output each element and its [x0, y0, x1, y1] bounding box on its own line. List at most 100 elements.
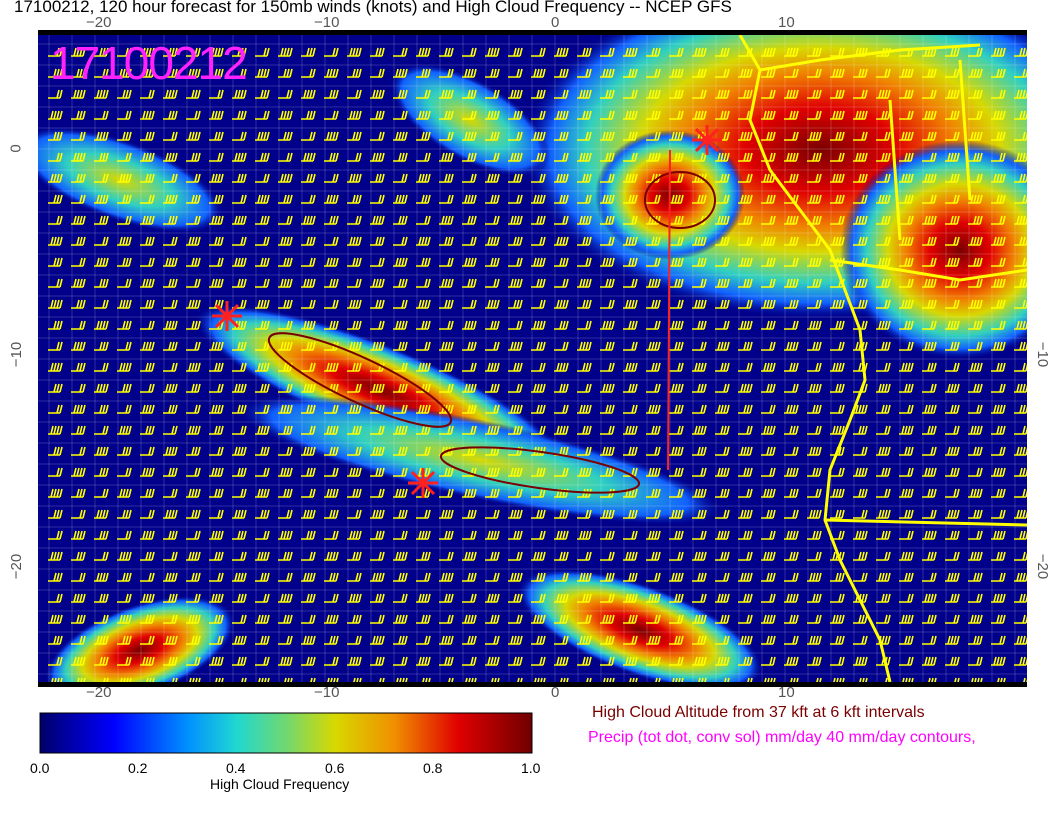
wind-barb	[945, 173, 960, 183]
wind-barb	[393, 47, 408, 57]
wind-barb	[945, 635, 960, 645]
wind-barb	[462, 404, 477, 414]
wind-barb	[324, 215, 339, 225]
wind-barb	[347, 341, 362, 351]
wind-barb	[186, 404, 201, 414]
map-frame-top	[38, 30, 1027, 35]
wind-barb	[669, 467, 684, 477]
wind-barb	[692, 488, 707, 498]
wind-barb	[715, 635, 730, 645]
wind-barb	[186, 656, 201, 666]
wind-barb	[899, 362, 914, 372]
wind-barb	[301, 383, 316, 393]
wind-barb	[48, 572, 63, 582]
wind-barb	[807, 215, 822, 225]
wind-barb	[715, 593, 730, 603]
wind-barb	[416, 572, 431, 582]
wind-barb	[71, 194, 86, 204]
wind-barb	[1014, 488, 1027, 498]
wind-barb	[485, 110, 500, 120]
wind-barb	[715, 68, 730, 78]
wind-barb	[577, 278, 592, 288]
wind-barb	[715, 341, 730, 351]
wind-barb	[531, 635, 546, 645]
wind-barb	[255, 404, 270, 414]
wind-barb	[117, 656, 132, 666]
wind-barb	[991, 530, 1006, 540]
wind-barb	[669, 131, 684, 141]
wind-barb	[186, 551, 201, 561]
wind-barb	[577, 551, 592, 561]
wind-barb	[508, 551, 523, 561]
wind-barb	[692, 614, 707, 624]
wind-barb	[623, 551, 638, 561]
wind-barb	[531, 131, 546, 141]
wind-barb	[646, 404, 661, 414]
wind-barb	[807, 110, 822, 120]
wind-barb	[623, 194, 638, 204]
wind-barb	[186, 299, 201, 309]
wind-barb	[278, 68, 293, 78]
wind-barb	[807, 152, 822, 162]
wind-barb	[278, 194, 293, 204]
wind-barb	[1014, 257, 1027, 267]
wind-barb	[761, 299, 776, 309]
wind-barb	[600, 152, 615, 162]
wind-barb	[715, 47, 730, 57]
wind-barb	[485, 425, 500, 435]
wind-barb	[71, 173, 86, 183]
wind-barb	[48, 215, 63, 225]
wind-barb	[623, 530, 638, 540]
wind-barb	[140, 194, 155, 204]
wind-barb	[485, 467, 500, 477]
wind-barb	[738, 278, 753, 288]
wind-barb	[945, 488, 960, 498]
wind-barb	[186, 530, 201, 540]
wind-barb	[71, 215, 86, 225]
wind-barb	[715, 257, 730, 267]
wind-barb	[301, 152, 316, 162]
wind-barb	[623, 446, 638, 456]
wind-barb	[577, 362, 592, 372]
wind-barb	[347, 572, 362, 582]
wind-barb	[554, 509, 569, 519]
wind-barb	[278, 446, 293, 456]
wind-barb	[876, 299, 891, 309]
wind-barb	[71, 257, 86, 267]
wind-barb	[830, 467, 845, 477]
wind-barb	[439, 257, 454, 267]
wind-barb	[807, 593, 822, 603]
wind-barb	[232, 47, 247, 57]
wind-barb	[692, 89, 707, 99]
wind-barb	[807, 341, 822, 351]
wind-barb	[784, 593, 799, 603]
wind-barb	[623, 488, 638, 498]
wind-barb	[876, 488, 891, 498]
wind-barb	[94, 614, 109, 624]
wind-barb	[646, 152, 661, 162]
wind-barb	[324, 68, 339, 78]
wind-barb	[715, 110, 730, 120]
wind-barb	[186, 194, 201, 204]
wind-barb	[784, 425, 799, 435]
wind-barb	[209, 110, 224, 120]
wind-barb	[209, 509, 224, 519]
wind-barb	[623, 131, 638, 141]
wind-barb	[301, 551, 316, 561]
wind-barb	[278, 278, 293, 288]
wind-barb	[508, 299, 523, 309]
wind-barb	[347, 425, 362, 435]
wind-barb	[48, 362, 63, 372]
wind-barb	[140, 467, 155, 477]
wind-barb	[784, 530, 799, 540]
wind-barb	[370, 614, 385, 624]
wind-barb	[991, 173, 1006, 183]
wind-barb	[393, 425, 408, 435]
wind-barb	[485, 89, 500, 99]
wind-barb	[416, 635, 431, 645]
wind-barb	[784, 215, 799, 225]
wind-barb	[48, 593, 63, 603]
wind-barb	[393, 488, 408, 498]
wind-barb	[531, 509, 546, 519]
wind-barb	[646, 299, 661, 309]
